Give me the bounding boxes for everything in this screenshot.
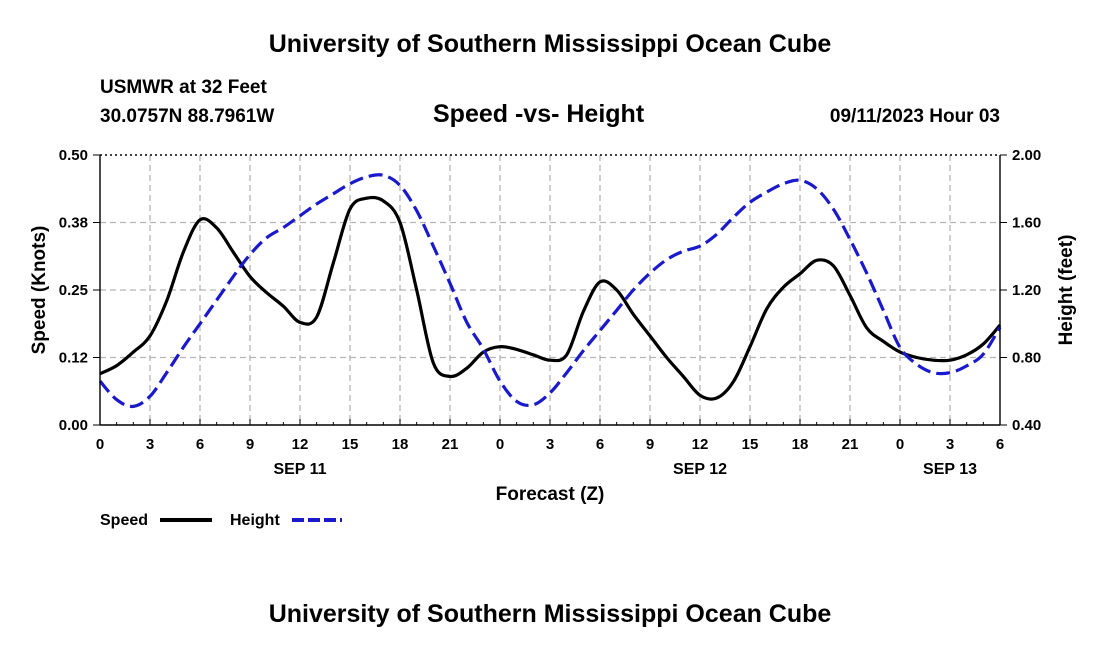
x-tick-label: 12 — [692, 436, 709, 453]
x-tick-label: 3 — [146, 436, 154, 453]
grid — [100, 155, 1000, 425]
x-tick-label: 15 — [342, 436, 359, 453]
x-tick-label: 18 — [392, 436, 409, 453]
y-tick-label-left: 0.25 — [59, 282, 88, 299]
y-tick-label-right: 0.40 — [1012, 417, 1041, 434]
x-tick-label: 0 — [96, 436, 104, 453]
y-axis-label-left: Speed (Knots) — [29, 226, 50, 355]
x-tick-label: 12 — [292, 436, 309, 453]
axis-labels: Forecast (Z) Speed (Knots) Height (feet)… — [29, 226, 1077, 529]
y-axis-label-right: Height (feet) — [1056, 235, 1077, 346]
x-tick-label: 6 — [596, 436, 604, 453]
x-axis-label: Forecast (Z) — [496, 484, 605, 505]
y-tick-label-right: 1.60 — [1012, 215, 1041, 232]
speed-series-line — [99, 195, 1002, 401]
x-tick-label: 3 — [946, 436, 954, 453]
y-tick-label-right: 0.80 — [1012, 350, 1041, 367]
x-tick-label: 6 — [996, 436, 1004, 453]
chart-title: University of Southern Mississippi Ocean… — [268, 30, 832, 58]
x-tick-label: 18 — [792, 436, 809, 453]
y-tick-label-right: 2.00 — [1012, 147, 1041, 164]
station-label: USMWR at 32 Feet — [100, 77, 267, 98]
x-tick-label: 15 — [742, 436, 759, 453]
date-label: SEP 13 — [923, 461, 977, 478]
date-label: SEP 12 — [673, 461, 727, 478]
y-tick-label-left: 0.00 — [59, 417, 88, 434]
y-tick-label-left: 0.50 — [59, 147, 88, 164]
forecast-datetime: 09/11/2023 Hour 03 — [829, 106, 1000, 127]
chart-subtitle: Speed -vs- Height — [433, 100, 645, 128]
x-tick-label: 6 — [196, 436, 204, 453]
series-layer — [98, 173, 1002, 409]
x-tick-label: 9 — [646, 436, 654, 453]
x-tick-label: 21 — [442, 436, 459, 453]
x-tick-label: 0 — [496, 436, 504, 453]
axes: 0 3 6 9 12 15 18 21 0 3 6 9 12 15 18 21 0 3 6 SEP 11 SEP 12 S… — [59, 147, 1041, 478]
y-tick-label-left: 0.38 — [59, 215, 88, 232]
station-coordinates: 30.0757N 88.7961W — [100, 106, 275, 127]
legend-height-label: Height — [230, 512, 280, 529]
date-label: SEP 11 — [273, 461, 326, 478]
x-tick-label: 3 — [546, 436, 554, 453]
y-tick-label-left: 0.12 — [59, 350, 88, 367]
footer-title: University of Southern Mississippi Ocean… — [268, 600, 832, 628]
y-tick-label-right: 1.20 — [1012, 282, 1041, 299]
x-tick-label: 9 — [246, 436, 254, 453]
legend-speed-label: Speed — [100, 512, 148, 529]
x-tick-label: 0 — [896, 436, 904, 453]
x-tick-label: 21 — [842, 436, 859, 453]
